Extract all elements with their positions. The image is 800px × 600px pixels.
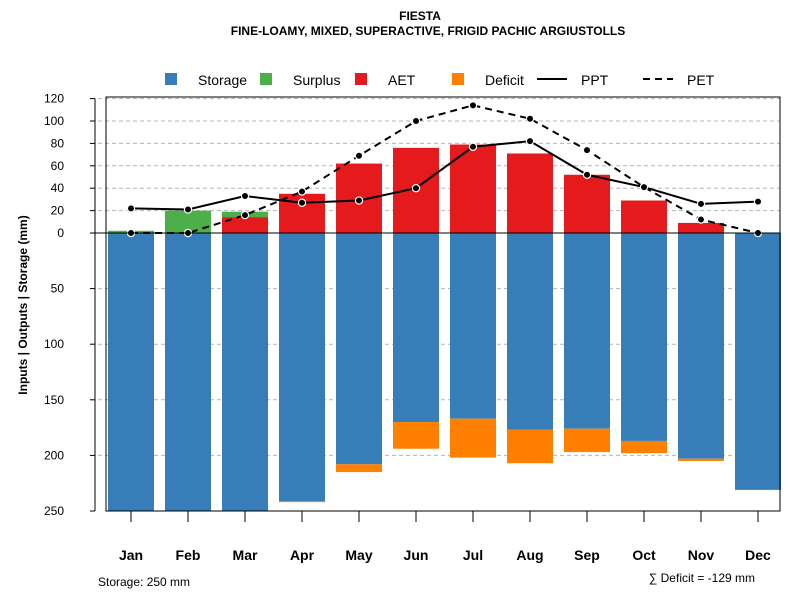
storage-bar-may xyxy=(336,233,382,465)
ppt-point xyxy=(753,197,763,206)
y-tick-label: 80 xyxy=(51,136,65,150)
pet-point xyxy=(411,116,421,126)
ppt-point xyxy=(582,170,592,179)
pet-point xyxy=(240,210,250,220)
deficit-bar-apr xyxy=(279,500,325,503)
y-tick-label: 40 xyxy=(51,181,65,195)
pet-point xyxy=(468,101,478,110)
pet-point xyxy=(582,145,592,155)
legend-label-pet: PET xyxy=(687,72,715,88)
storage-bar-sep xyxy=(564,233,610,429)
aet-bar-sep xyxy=(564,174,610,233)
y-tick-label: 200 xyxy=(44,448,64,462)
y-tick-label: 250 xyxy=(44,504,64,518)
storage-bar-jun xyxy=(393,233,439,423)
x-tick-label-mar: Mar xyxy=(233,547,258,563)
x-tick-label-may: May xyxy=(345,547,372,563)
deficit-bar-nov xyxy=(678,458,724,461)
pet-point xyxy=(297,187,307,196)
storage-bar-nov xyxy=(678,233,724,459)
x-tick-label-jan: Jan xyxy=(119,547,143,563)
x-tick-label-jun: Jun xyxy=(404,547,429,563)
x-tick-label-oct: Oct xyxy=(632,547,656,563)
ppt-point xyxy=(639,182,649,192)
aet-bar-oct xyxy=(621,200,667,233)
x-tick-label-sep: Sep xyxy=(574,547,600,563)
legend-label-deficit: Deficit xyxy=(485,72,524,88)
chart-subtitle: FINE-LOAMY, MIXED, SUPERACTIVE, FRIGID P… xyxy=(231,24,625,38)
legend-swatch-deficit xyxy=(452,73,464,85)
ppt-point xyxy=(183,205,193,214)
x-tick-label-nov: Nov xyxy=(688,547,715,563)
legend-label-aet: AET xyxy=(388,72,416,88)
y-tick-label: 20 xyxy=(51,204,65,218)
y-tick-label: 60 xyxy=(51,159,65,173)
storage-bar-dec xyxy=(735,233,781,490)
aet-bar-mar xyxy=(222,217,268,233)
deficit-footnote: ∑ Deficit = -129 mm xyxy=(649,571,755,585)
bars xyxy=(108,144,781,511)
legend-label-storage: Storage xyxy=(198,72,247,88)
ppt-point xyxy=(411,183,421,193)
y-tick-label: 150 xyxy=(44,393,64,407)
x-tick-label-apr: Apr xyxy=(290,547,315,563)
storage-bar-oct xyxy=(621,233,667,441)
pet-line xyxy=(131,104,759,234)
ppt-line xyxy=(130,140,759,211)
ppt-point xyxy=(696,199,706,209)
x-tick-label-feb: Feb xyxy=(176,547,201,563)
legend-label-ppt: PPT xyxy=(581,72,609,88)
deficit-bar-jun xyxy=(393,422,439,449)
series-lines xyxy=(126,101,763,238)
deficit-bar-aug xyxy=(507,429,553,464)
aet-bar-aug xyxy=(507,153,553,233)
ppt-point xyxy=(297,198,307,207)
legend: Storage Surplus AET Deficit PPT PET xyxy=(165,72,715,88)
storage-bar-feb xyxy=(165,233,211,511)
legend-swatch-surplus xyxy=(260,73,272,85)
storage-bar-jan xyxy=(108,233,154,511)
y-axis: 0 20 40 60 80 100 120 50 100 150 200 250 xyxy=(44,92,96,518)
x-axis: Jan Feb Mar Apr May Jun Jul Aug Sep Oct Nov Dec xyxy=(119,510,771,563)
aet-bar-jul xyxy=(450,144,496,233)
deficit-bar-oct xyxy=(621,440,667,454)
storage-footnote: Storage: 250 mm xyxy=(98,575,190,589)
y-tick-label: 50 xyxy=(51,282,65,296)
ppt-point xyxy=(468,142,478,151)
chart-title: FIESTA xyxy=(399,9,441,23)
pet-point xyxy=(696,215,706,224)
aet-bar-nov xyxy=(678,222,724,233)
surplus-bar-feb xyxy=(165,210,211,233)
y-tick-label: 120 xyxy=(44,92,64,106)
legend-label-surplus: Surplus xyxy=(293,72,340,88)
y-tick-label: 100 xyxy=(44,337,64,351)
storage-bar-aug xyxy=(507,233,553,430)
deficit-bar-sep xyxy=(564,428,610,453)
pet-point xyxy=(354,151,364,160)
y-axis-label: Inputs | Outputs | Storage (mm) xyxy=(16,215,30,394)
deficit-bar-may xyxy=(336,464,382,473)
legend-swatch-storage xyxy=(165,73,177,85)
x-tick-label-dec: Dec xyxy=(745,547,771,563)
ppt-point xyxy=(354,196,364,205)
storage-bar-mar xyxy=(222,233,268,511)
storage-bar-jul xyxy=(450,233,496,419)
ppt-point xyxy=(126,204,136,213)
legend-swatch-aet xyxy=(355,73,367,85)
ppt-point xyxy=(525,136,535,146)
ppt-point xyxy=(240,191,250,201)
deficit-bar-jul xyxy=(450,418,496,458)
storage-bar-apr xyxy=(279,233,325,501)
x-tick-label-jul: Jul xyxy=(463,547,483,563)
x-tick-label-aug: Aug xyxy=(516,547,543,563)
pet-point xyxy=(525,114,535,123)
y-tick-label: 0 xyxy=(57,226,64,240)
y-tick-label: 100 xyxy=(44,114,64,128)
